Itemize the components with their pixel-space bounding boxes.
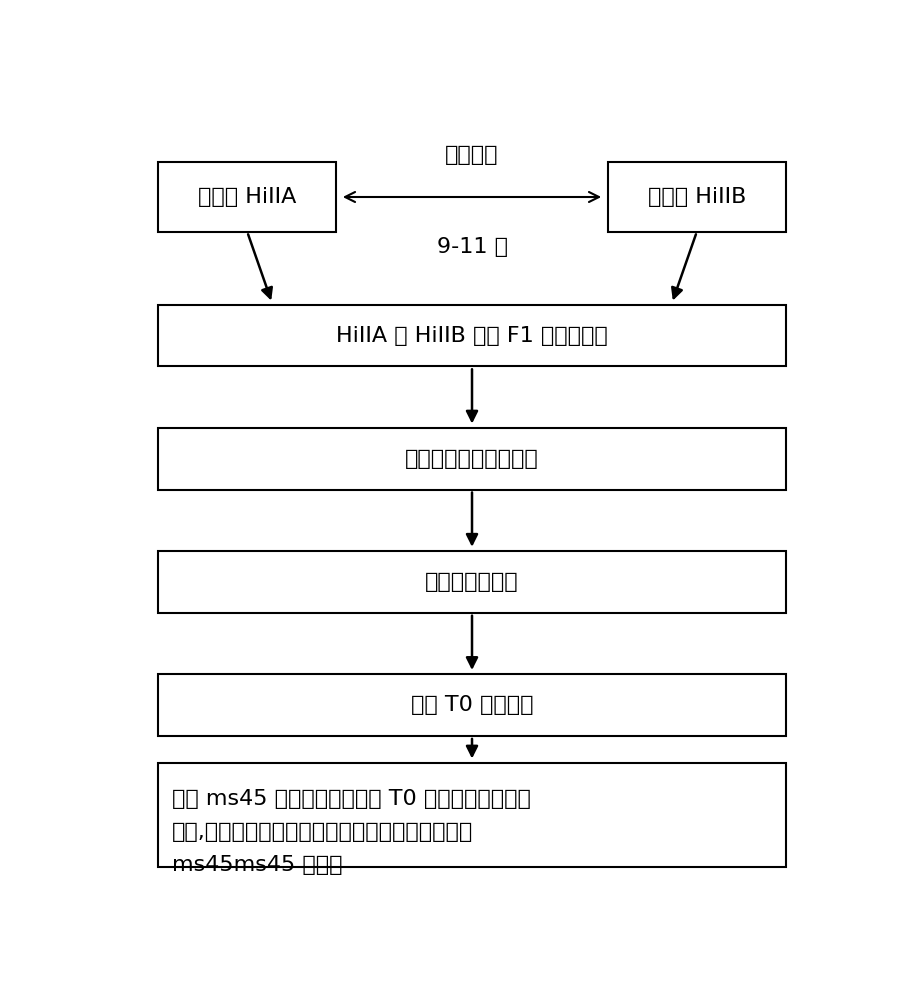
Text: 自交系 HiIIB: 自交系 HiIIB <box>647 187 746 207</box>
Text: 自交系 HiIIA: 自交系 HiIIA <box>198 187 297 207</box>
Bar <box>158 551 786 613</box>
Bar <box>158 674 786 736</box>
Text: 抗性愈伤的筛选: 抗性愈伤的筛选 <box>426 572 519 592</box>
Text: 9-11 天: 9-11 天 <box>437 237 507 257</box>
Text: 对幼胚进行农杆菌侵染: 对幼胚进行农杆菌侵染 <box>405 449 539 469</box>
Text: HiIIA 和 HiIIB 杂交 F1 代籍粒幼胚: HiIIA 和 HiIIB 杂交 F1 代籍粒幼胚 <box>336 326 608 346</box>
Bar <box>158 428 786 490</box>
Bar <box>158 162 336 232</box>
Text: 获得 T0 代再生苗: 获得 T0 代再生苗 <box>411 695 533 715</box>
Text: 相互授粉: 相互授粉 <box>445 145 499 165</box>
Text: 利用 ms45 雄性不育突变体对 T0 代转基因植株进行
回交,结合分子标记辅助选择获得含有转基因序列的
ms45ms45 的个体: 利用 ms45 雄性不育突变体对 T0 代转基因植株进行 回交,结合分子标记辅助… <box>172 789 531 875</box>
Bar <box>608 162 786 232</box>
Bar <box>158 305 786 366</box>
Bar <box>158 763 786 867</box>
